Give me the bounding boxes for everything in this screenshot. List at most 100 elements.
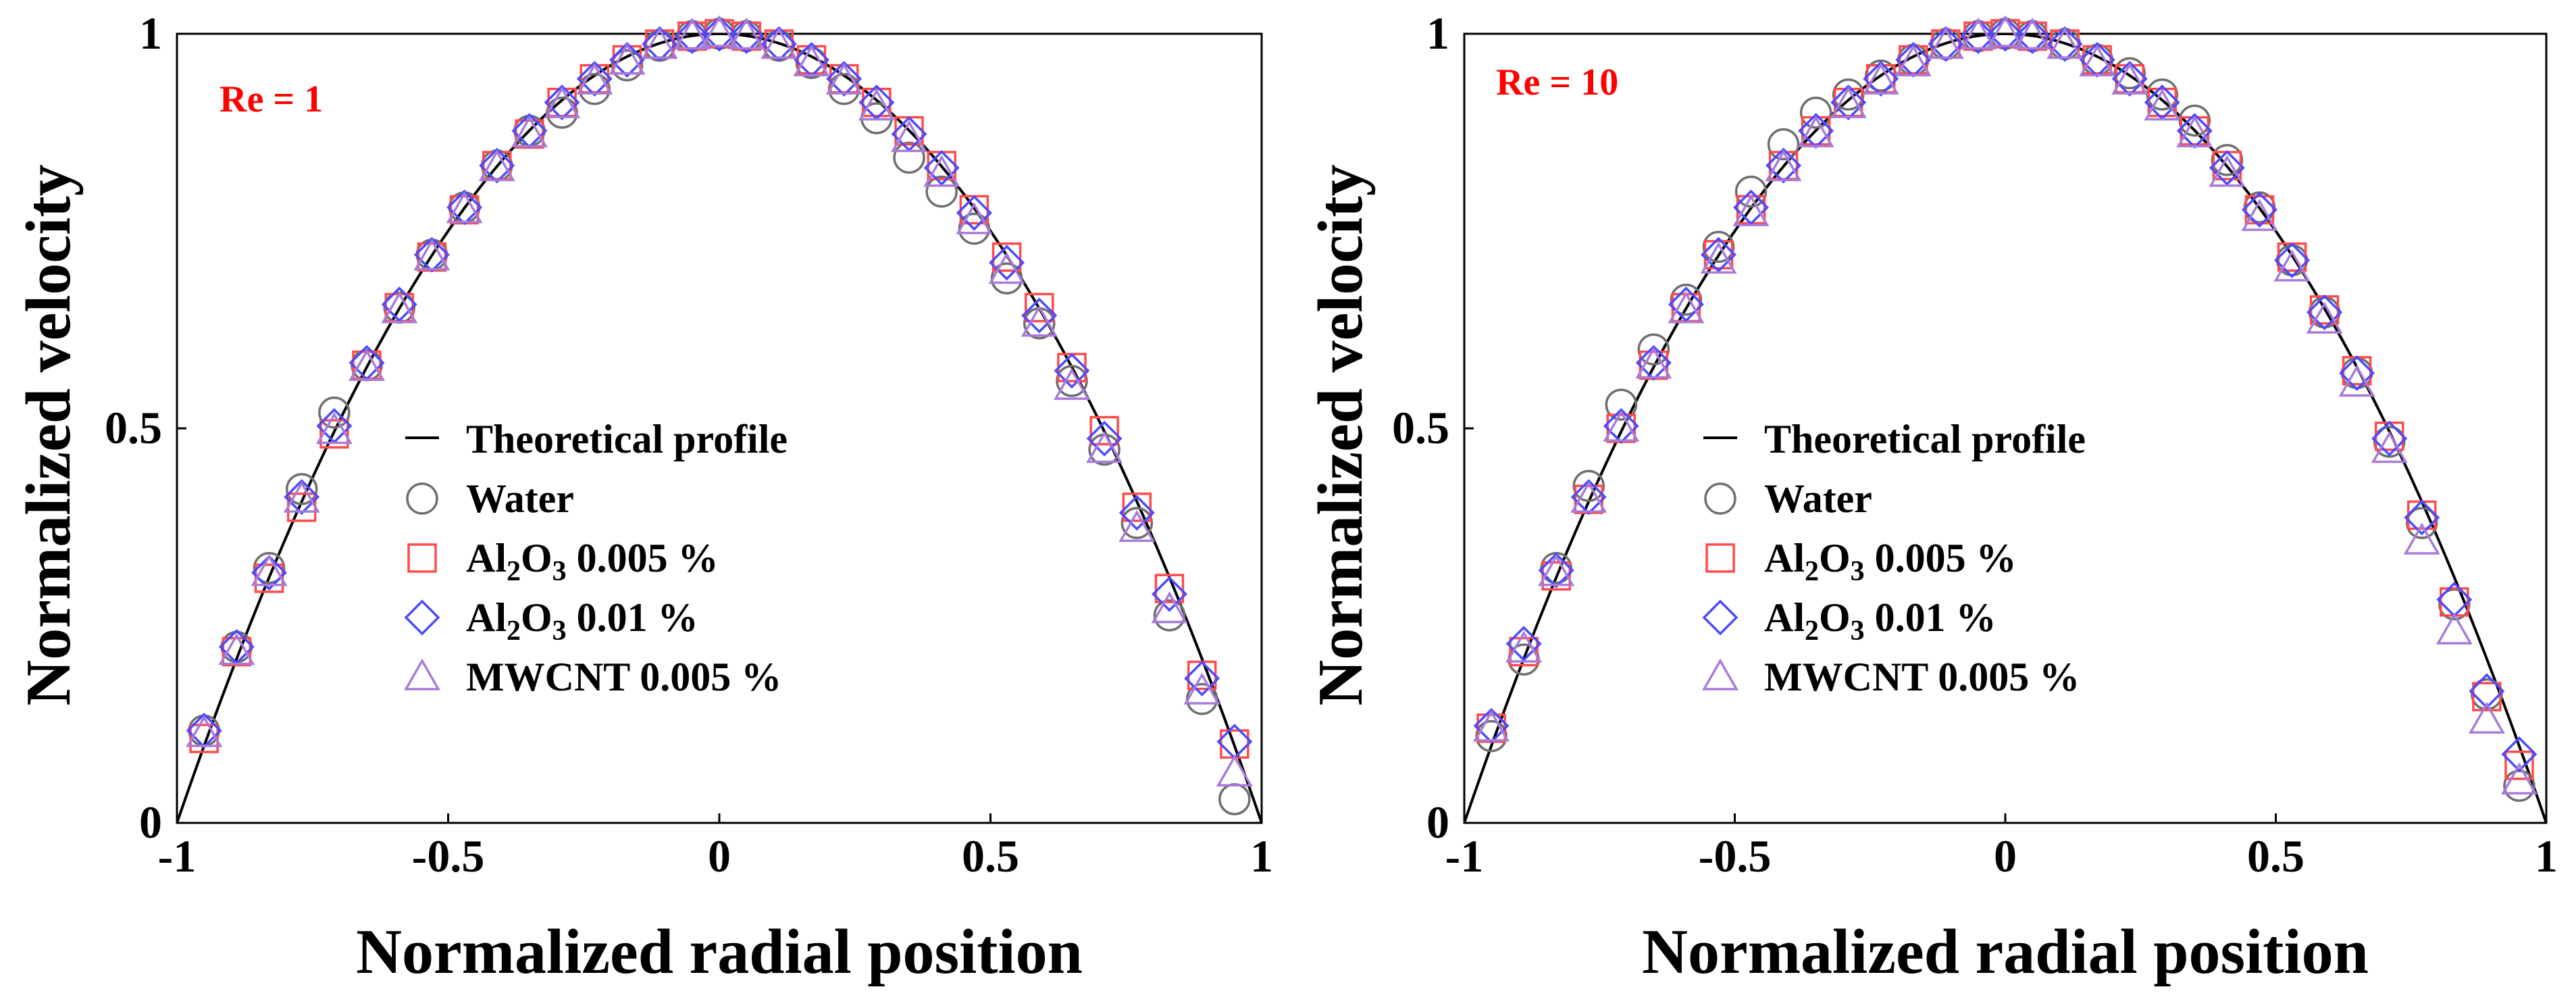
data-point-triangle [1668, 291, 1705, 324]
data-point-diamond [1118, 495, 1155, 531]
x-tick-label: 1 [1250, 830, 1273, 882]
y-tick-label: 1 [139, 7, 162, 59]
data-point-diamond [1960, 18, 1997, 54]
data-point-circle [1056, 365, 1088, 397]
data-point-triangle [641, 26, 678, 59]
data-point-diamond [728, 18, 765, 54]
data-point-circle [611, 49, 644, 82]
data-point-triangle [728, 17, 765, 50]
data-point-diamond [1635, 345, 1672, 381]
data-point-triangle [1570, 480, 1607, 513]
data-point-triangle [1603, 409, 1640, 442]
data-point-circle [1767, 128, 1800, 161]
data-point-triangle [956, 202, 993, 234]
data-point-triangle [2176, 115, 2213, 148]
data-point-diamond [1603, 408, 1639, 444]
data-point-triangle [413, 238, 450, 271]
data-point-triangle [793, 44, 830, 76]
data-point-triangle [218, 633, 255, 665]
data-point-triangle [1862, 62, 1899, 95]
reynolds-annotation: Re = 1 [220, 78, 323, 120]
data-point-circle [1702, 230, 1735, 263]
legend-label: Theoretical profile [1764, 417, 2086, 461]
data-point-diamond [1700, 236, 1736, 273]
data-point-square [1541, 561, 1571, 591]
y-tick-label: 0.5 [1392, 402, 1449, 453]
data-point-triangle [1927, 26, 1964, 59]
data-point-circle [1572, 470, 1605, 503]
legend-label: Al2O3 0.005 % [466, 536, 719, 587]
legend: Theoretical profile Water Al2O3 0.005 % Al2… [1701, 417, 2086, 699]
data-point-circle [2113, 57, 2146, 90]
data-point-triangle [1021, 305, 1058, 337]
legend-marker-square [1705, 543, 1735, 573]
data-point-triangle [186, 715, 223, 747]
data-point-triangle [2436, 612, 2473, 645]
data-point-triangle [1086, 431, 1123, 463]
data-point-diamond [1830, 84, 1867, 121]
data-point-triangle [2241, 199, 2278, 231]
data-point-triangle [2046, 26, 2084, 59]
data-point-triangle [1830, 86, 1867, 118]
x-tick-label: -1 [1445, 830, 1484, 882]
data-point-triangle [1895, 44, 1932, 76]
data-point-diamond [2209, 150, 2245, 186]
data-point-circle [1637, 333, 1670, 366]
data-point-square [1509, 636, 1539, 667]
data-point-circle [2146, 78, 2179, 111]
data-point-triangle [2144, 89, 2181, 121]
data-point-triangle [1986, 15, 2024, 47]
data-point-triangle [446, 191, 483, 224]
y-axis-label: Normalized velocity [14, 164, 84, 705]
data-point-diamond [2501, 736, 2538, 772]
legend-marker-circle [1704, 482, 1736, 515]
data-point-diamond [381, 286, 417, 323]
data-point-triangle [761, 26, 798, 59]
x-tick-label: -0.5 [1699, 830, 1772, 882]
data-point-diamond [2111, 61, 2148, 97]
data-point-diamond [989, 245, 1025, 281]
data-point-circle [1120, 507, 1154, 539]
data-point-square [991, 242, 1022, 272]
data-point-triangle [381, 291, 418, 324]
data-point-triangle [1538, 554, 1575, 586]
data-point-triangle [891, 120, 928, 153]
data-point-diamond [1987, 16, 2024, 52]
data-point-diamond [2404, 499, 2440, 536]
data-point-circle [1605, 388, 1638, 421]
data-point-diamond [1668, 286, 1704, 323]
data-point-diamond [1863, 61, 1899, 97]
data-point-diamond [251, 555, 287, 591]
x-tick-label: 0.5 [962, 830, 1019, 882]
data-point-circle [893, 141, 925, 174]
data-point-triangle [2209, 155, 2246, 187]
data-point-triangle [1635, 347, 1672, 379]
data-point-circle [2178, 104, 2211, 137]
y-tick-label: 0 [1426, 797, 1449, 848]
data-point-diamond [576, 61, 613, 97]
data-point-diamond [2014, 18, 2051, 54]
data-point-diamond [446, 189, 483, 226]
legend: Theoretical profile Water Al2O3 0.005 % Al2… [403, 417, 788, 699]
data-point-triangle [2403, 522, 2440, 555]
data-point-diamond [1021, 297, 1058, 334]
data-point-diamond [1473, 707, 1510, 744]
data-point-triangle [988, 251, 1025, 284]
data-point-circle [1832, 78, 1865, 111]
data-point-diamond [701, 16, 738, 52]
data-point-diamond [761, 26, 797, 62]
data-point-diamond [1733, 189, 1770, 226]
x-axis-label: Normalized radial position [1642, 917, 2369, 987]
data-point-triangle [1505, 630, 1543, 663]
legend-label: MWCNT 0.005 % [1764, 655, 2080, 699]
data-point-circle [285, 473, 318, 505]
data-point-triangle [700, 15, 738, 47]
data-point-circle [318, 396, 351, 429]
data-point-triangle [1732, 194, 1770, 226]
x-tick-label: -0.5 [412, 830, 485, 882]
data-point-triangle [251, 554, 288, 586]
data-point-circle [2373, 426, 2406, 458]
data-point-triangle [609, 43, 646, 75]
data-point-diamond [2339, 355, 2375, 391]
series-triangle-group [1473, 15, 2538, 795]
